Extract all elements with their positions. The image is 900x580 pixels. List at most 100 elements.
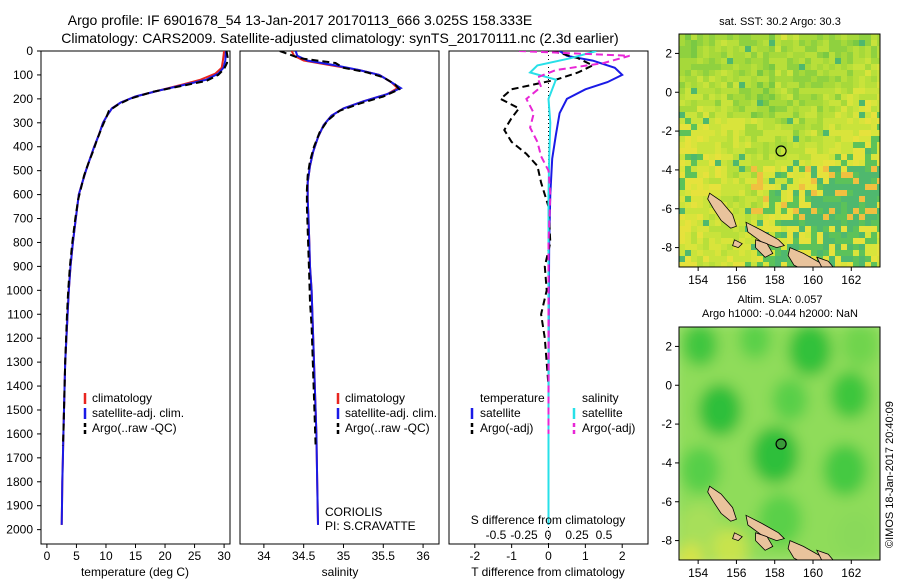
sst-cell bbox=[745, 172, 751, 178]
sst-cell bbox=[787, 76, 793, 82]
sla-blob bbox=[679, 503, 722, 557]
sst-cell bbox=[679, 250, 685, 256]
sst-cell bbox=[745, 190, 751, 196]
map-x-tick-label: 156 bbox=[726, 273, 746, 287]
sst-cell bbox=[691, 250, 697, 256]
sst-cell bbox=[763, 118, 769, 124]
sst-cell bbox=[697, 214, 703, 220]
sst-cell bbox=[691, 118, 697, 124]
sst-cell bbox=[805, 154, 811, 160]
imos-credit: ©IMOS 18-Jan-2017 20:40:09 bbox=[884, 401, 896, 548]
sst-cell bbox=[679, 202, 685, 208]
sst-cell bbox=[757, 124, 763, 130]
sst-cell bbox=[757, 142, 763, 148]
sst-cell bbox=[841, 190, 847, 196]
x-tick-label: 1 bbox=[582, 549, 589, 563]
sst-cell bbox=[835, 148, 841, 154]
sst-cell bbox=[847, 40, 853, 46]
sst-cell bbox=[775, 214, 781, 220]
sst-cell bbox=[847, 256, 853, 262]
sst-cell bbox=[685, 52, 691, 58]
sst-cell bbox=[853, 172, 859, 178]
sst-cell bbox=[685, 172, 691, 178]
sst-cell bbox=[853, 190, 859, 196]
sst-cell bbox=[847, 196, 853, 202]
sst-cell bbox=[733, 208, 739, 214]
sst-cell bbox=[811, 208, 817, 214]
sst-cell bbox=[817, 58, 823, 64]
sst-cell bbox=[685, 118, 691, 124]
sst-cell bbox=[703, 220, 709, 226]
sst-cell bbox=[709, 40, 715, 46]
sst-cell bbox=[799, 76, 805, 82]
sst-cell bbox=[799, 196, 805, 202]
sst-cell bbox=[721, 160, 727, 166]
sst-cell bbox=[859, 160, 865, 166]
sst-cell bbox=[871, 100, 877, 106]
sst-cell bbox=[829, 172, 835, 178]
sst-cell bbox=[685, 40, 691, 46]
sst-cell bbox=[787, 88, 793, 94]
sst-cell bbox=[877, 76, 880, 82]
sst-cell bbox=[871, 64, 877, 70]
legend-label: Argo(..raw -QC) bbox=[345, 421, 430, 435]
legend-label: climatology bbox=[92, 391, 152, 405]
sst-cell bbox=[805, 70, 811, 76]
depth-tick-label: 1100 bbox=[7, 307, 33, 321]
sst-cell bbox=[793, 214, 799, 220]
sst-cell bbox=[787, 160, 793, 166]
sst-cell bbox=[865, 142, 871, 148]
sst-cell bbox=[805, 220, 811, 226]
sst-cell bbox=[691, 136, 697, 142]
sst-cell bbox=[793, 112, 799, 118]
sst-cell bbox=[739, 82, 745, 88]
island-landmass bbox=[755, 532, 774, 551]
sst-cell bbox=[835, 184, 841, 190]
sst-cell bbox=[793, 82, 799, 88]
sst-cell bbox=[697, 76, 703, 82]
sst-cell bbox=[811, 238, 817, 244]
sst-cell bbox=[817, 250, 823, 256]
sst-heatmap bbox=[679, 34, 880, 267]
sst-cell bbox=[751, 136, 757, 142]
sst-cell bbox=[799, 154, 805, 160]
sst-cell bbox=[871, 256, 877, 262]
sst-cell bbox=[817, 178, 823, 184]
sst-cell bbox=[709, 142, 715, 148]
sst-cell bbox=[823, 76, 829, 82]
sst-cell bbox=[811, 232, 817, 238]
sst-cell bbox=[853, 160, 859, 166]
sst-map-title: sat. SST: 30.2 Argo: 30.3 bbox=[719, 16, 841, 28]
sst-cell bbox=[811, 250, 817, 256]
sst-cell bbox=[775, 202, 781, 208]
sst-cell bbox=[697, 250, 703, 256]
sst-cell bbox=[679, 196, 685, 202]
sst-cell bbox=[859, 184, 865, 190]
sst-cell bbox=[799, 178, 805, 184]
sst-cell bbox=[775, 130, 781, 136]
sst-cell bbox=[865, 34, 871, 40]
sst-cell bbox=[805, 160, 811, 166]
sst-cell bbox=[823, 88, 829, 94]
sst-cell bbox=[817, 82, 823, 88]
sst-cell bbox=[685, 226, 691, 232]
sst-cell bbox=[871, 208, 877, 214]
sst-cell bbox=[733, 130, 739, 136]
sst-cell bbox=[823, 202, 829, 208]
sst-cell bbox=[859, 148, 865, 154]
sst-cell bbox=[799, 34, 805, 40]
sst-cell bbox=[829, 154, 835, 160]
sst-cell bbox=[865, 214, 871, 220]
sst-cell bbox=[709, 214, 715, 220]
sst-cell bbox=[679, 40, 685, 46]
sst-cell bbox=[691, 58, 697, 64]
sst-cell bbox=[781, 166, 787, 172]
sst-cell bbox=[691, 208, 697, 214]
sst-cell bbox=[841, 46, 847, 52]
sst-cell bbox=[691, 232, 697, 238]
x-tick-label: 15 bbox=[129, 549, 143, 563]
sst-cell bbox=[703, 214, 709, 220]
sst-cell bbox=[745, 196, 751, 202]
sst-cell bbox=[871, 52, 877, 58]
sst-cell bbox=[835, 190, 841, 196]
